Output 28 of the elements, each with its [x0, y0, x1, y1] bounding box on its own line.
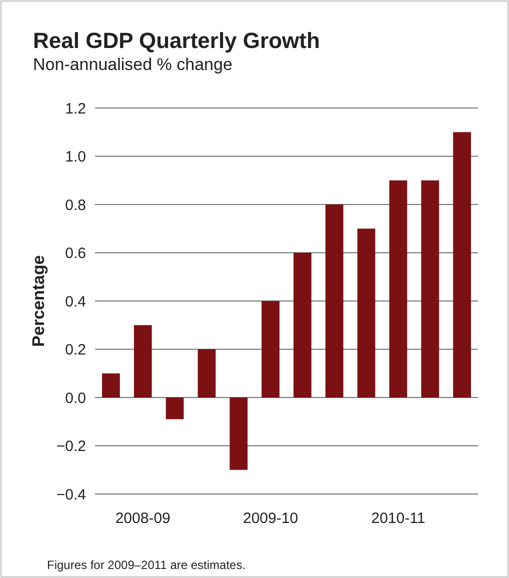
bar — [134, 325, 152, 398]
y-tick-label: 0.8 — [65, 196, 86, 214]
y-tick-label: 1.2 — [65, 100, 86, 118]
bar — [230, 398, 248, 470]
y-tick-label: 0.2 — [65, 342, 86, 358]
y-tick-label: 0.0 — [65, 390, 86, 407]
chart-title: Real GDP Quarterly Growth — [33, 28, 320, 53]
bar — [262, 301, 280, 398]
x-tick-label: 2009-10 — [243, 510, 298, 527]
chart-subtitle: Non-annualised % change — [33, 55, 232, 74]
x-tick-label: 2008-09 — [115, 510, 170, 527]
y-tick-label: −0.2 — [56, 438, 86, 455]
y-tick-label: 0.6 — [65, 245, 86, 262]
bar — [294, 252, 312, 398]
bar — [389, 180, 408, 398]
bar — [357, 228, 376, 398]
bar — [198, 349, 216, 398]
x-tick-label: 2010-11 — [371, 510, 426, 527]
y-tick-label: −0.4 — [56, 486, 86, 504]
y-tick-label: 0.4 — [65, 293, 86, 310]
bar — [325, 204, 344, 398]
bar — [453, 132, 471, 398]
y-axis-title: Percentage — [29, 255, 48, 347]
bar — [421, 180, 440, 398]
bar — [102, 373, 120, 398]
bar — [166, 398, 184, 420]
text: Figures for 2009–2011 are estimates. — [47, 558, 246, 572]
y-tick-label: 1.0 — [65, 148, 86, 166]
